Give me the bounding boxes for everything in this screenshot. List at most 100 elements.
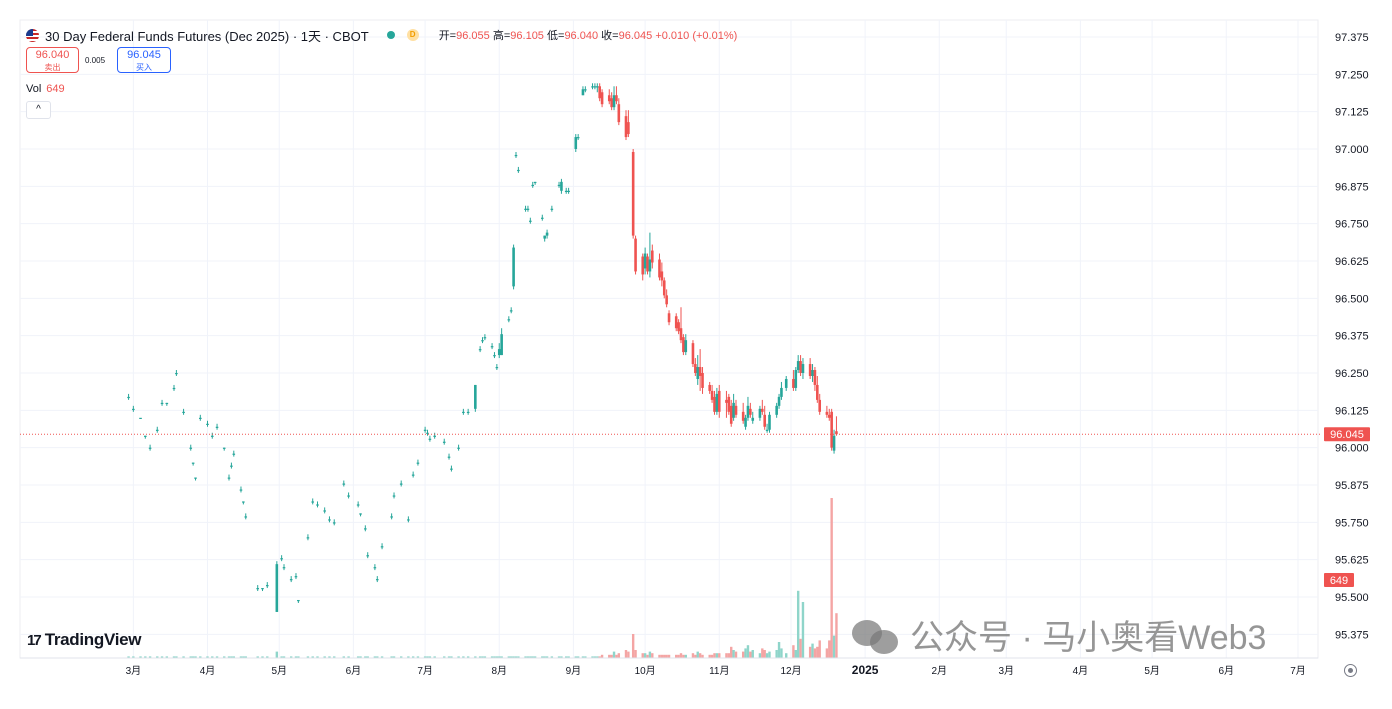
candle-body <box>507 319 511 321</box>
volume-bar <box>457 656 460 658</box>
time-tick-label: 6月 <box>1218 665 1234 677</box>
settings-gear-icon[interactable] <box>1344 664 1357 677</box>
candle-body <box>631 151 635 236</box>
volume-bar <box>593 656 597 658</box>
candle-body <box>380 546 384 548</box>
candle-body <box>749 408 752 415</box>
buy-button[interactable]: 96.045 买入 <box>117 47 171 73</box>
volume-bar <box>658 654 661 658</box>
volume-bar <box>514 656 518 658</box>
time-axis[interactable]: 3月 4月 5月 6月 7月 8月 9月 10月 11月 12月 2025 2月 3月 4月 5月 6月 7月 <box>20 657 1318 677</box>
volume-bar <box>261 656 264 658</box>
volume-label: Vol <box>26 83 42 95</box>
candle-body <box>713 396 716 412</box>
candle-body <box>199 417 202 419</box>
volume-bar <box>660 654 664 658</box>
candle-body <box>701 373 704 388</box>
candle-body <box>765 429 769 431</box>
volume-bar <box>356 656 360 658</box>
volume-bar <box>598 656 601 658</box>
time-tick-label: 4月 <box>200 665 216 677</box>
candle-body <box>615 95 618 102</box>
volume-bar <box>768 651 771 658</box>
price-tick-label: 95.375 <box>1335 629 1369 641</box>
price-axis[interactable]: 97.375 97.250 97.125 97.000 96.875 96.750 96.6… <box>1335 32 1369 641</box>
volume-bar <box>244 656 247 658</box>
volume-bar <box>160 656 164 658</box>
volume-bar <box>799 638 802 658</box>
candle-body <box>651 250 654 263</box>
candle-body <box>576 137 580 139</box>
volume-bar <box>407 656 410 658</box>
d-badge[interactable]: D <box>406 29 419 41</box>
candle-body <box>799 361 802 373</box>
candle-body <box>364 528 367 530</box>
candle-body <box>557 184 561 187</box>
candle-body <box>564 190 568 193</box>
volume-bar <box>364 656 367 658</box>
candle-body <box>261 588 264 590</box>
last-volume-tag[interactable] <box>1324 573 1354 587</box>
price-tick-label: 95.500 <box>1335 592 1369 604</box>
volume-bar <box>634 650 637 658</box>
candles <box>127 83 838 612</box>
volume-bar <box>732 650 735 658</box>
volume-bar <box>462 656 465 658</box>
volume-bar <box>194 656 197 658</box>
candle-body <box>717 390 721 412</box>
candle-body <box>457 447 460 449</box>
candle-body <box>282 567 286 569</box>
candle-body <box>182 411 185 414</box>
candle-body <box>466 411 470 414</box>
volume-bar <box>830 498 833 658</box>
volume-bar <box>493 656 496 658</box>
volume-bar <box>679 653 683 658</box>
candle-body <box>373 567 377 569</box>
candle-body <box>529 220 532 222</box>
volume-bar <box>297 656 300 658</box>
candle-body <box>481 340 484 342</box>
candle-body <box>478 349 482 351</box>
volume-bar <box>266 656 269 658</box>
volume-bar <box>591 656 594 658</box>
candle-body <box>316 504 319 506</box>
open-value: 96.055 <box>456 30 490 42</box>
price-tick-label: 96.000 <box>1335 443 1369 455</box>
tradingview-logo[interactable]: 17 TradingView <box>27 630 142 650</box>
high-label: 高= <box>492 30 511 42</box>
volume-bar <box>765 653 769 658</box>
price-tick-label: 96.875 <box>1335 181 1369 193</box>
candle-body <box>727 396 731 412</box>
volume-bar <box>490 656 494 658</box>
volume-bar <box>624 650 628 658</box>
candle-body <box>794 370 798 388</box>
symbol-title[interactable]: 30 Day Federal Funds Futures (Dec 2025) … <box>45 28 369 44</box>
collapse-legend-button[interactable]: ^ <box>26 101 51 119</box>
candle-body <box>543 235 546 239</box>
candle-body <box>206 423 209 425</box>
candle-body <box>691 343 695 365</box>
volume-bar <box>376 656 379 658</box>
candle-body <box>189 447 193 449</box>
volume-bar <box>565 656 568 658</box>
volume-value: 649 <box>46 83 65 95</box>
candle-body <box>490 346 494 348</box>
volume-bar <box>529 656 532 658</box>
volume-bar <box>495 656 499 658</box>
candle-body <box>275 564 279 612</box>
last-price-tag[interactable] <box>1324 427 1370 442</box>
last-volume-label: 649 <box>1330 575 1348 587</box>
volume-bar <box>316 656 319 658</box>
candle-body <box>567 190 570 193</box>
candle-body <box>777 396 781 406</box>
candle-body <box>242 501 245 503</box>
candle-body <box>366 555 370 557</box>
volume-bar <box>380 656 384 658</box>
candle-body <box>191 462 195 464</box>
volume-bar <box>600 654 604 658</box>
candle-body <box>758 408 762 418</box>
price-tick-label: 96.750 <box>1335 219 1369 231</box>
sell-button[interactable]: 96.040 卖出 <box>26 47 79 73</box>
